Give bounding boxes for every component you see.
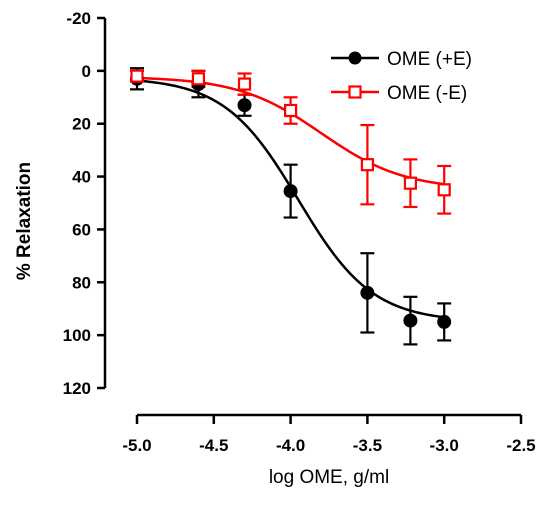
data-point: [237, 77, 252, 91]
x-tick-label: -3.0: [430, 436, 459, 455]
data-point: [403, 176, 418, 190]
y-axis-title: % Relaxation: [14, 162, 35, 280]
x-tick-label: -4.0: [276, 436, 305, 455]
data-point: [237, 98, 252, 113]
legend-label: OME (-E): [387, 83, 467, 104]
x-tick-label: -5.0: [122, 436, 151, 455]
data-point: [191, 72, 206, 86]
y-tick-label: -20: [66, 9, 91, 28]
y-tick-label: 80: [72, 273, 91, 292]
y-tick-label: 100: [63, 326, 91, 345]
legend: OME (+E) OME (-E): [331, 49, 472, 104]
x-tick-label: -3.5: [353, 436, 382, 455]
data-point: [283, 184, 298, 199]
data-point: [360, 285, 375, 300]
y-tick-label: 0: [82, 62, 91, 81]
data-point: [437, 314, 452, 329]
y-tick-label: 20: [72, 115, 91, 134]
legend-marker: [348, 51, 362, 65]
x-tick-label: -2.5: [506, 436, 535, 455]
y-tick-label: 40: [72, 168, 91, 187]
x-axis-title: log OME, g/ml: [269, 467, 389, 488]
data-point: [437, 183, 451, 197]
data-points: [130, 69, 452, 329]
axes-layer: -20 0 20 40 60 80 100 120 -5.0 -4.5 -4.0 -3.5 -3.0 -2…: [63, 9, 536, 455]
legend-marker: [348, 85, 362, 99]
legend-label: OME (+E): [387, 49, 472, 70]
data-point: [284, 103, 298, 118]
x-tick-label: -4.5: [199, 436, 228, 455]
data-point: [403, 313, 418, 328]
y-tick-label: 120: [63, 379, 91, 398]
y-tick-label: 60: [72, 220, 91, 239]
data-point: [360, 158, 374, 172]
data-point: [130, 69, 144, 83]
